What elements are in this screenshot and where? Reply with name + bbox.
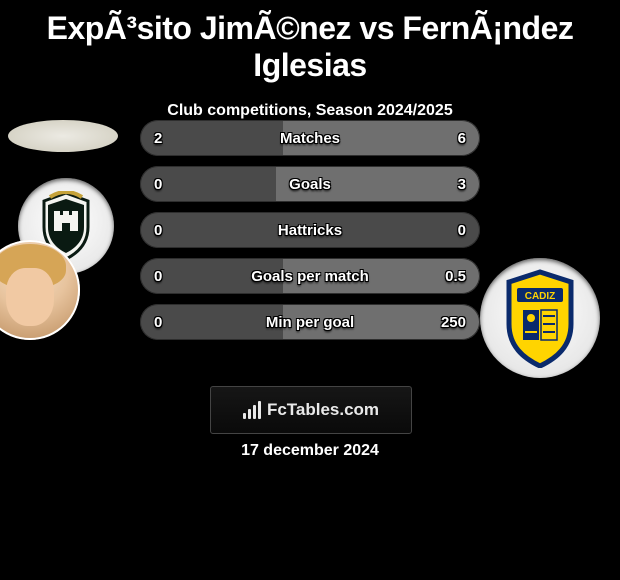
stat-label: Matches xyxy=(140,130,480,147)
branding-box: FcTables.com xyxy=(210,386,412,434)
stat-label: Goals per match xyxy=(140,268,480,285)
date-line: 17 december 2024 xyxy=(0,442,620,460)
player-face-shape xyxy=(6,268,54,326)
stat-label: Min per goal xyxy=(140,314,480,331)
branding-text: FcTables.com xyxy=(267,400,379,420)
subtitle: Club competitions, Season 2024/2025 xyxy=(0,102,620,120)
stat-right-value: 250 xyxy=(441,314,466,331)
svg-text:CADIZ: CADIZ xyxy=(525,291,556,302)
stat-row: 0Goals3 xyxy=(140,166,480,202)
stat-row: 2Matches6 xyxy=(140,120,480,156)
stat-row: 0Hattricks0 xyxy=(140,212,480,248)
stat-label: Hattricks xyxy=(140,222,480,239)
stat-right-value: 0.5 xyxy=(445,268,466,285)
right-club-badge: CADIZ xyxy=(480,258,600,378)
page-title: ExpÃ³sito JimÃ©nez vs FernÃ¡ndez Iglesia… xyxy=(0,0,620,84)
stat-right-value: 0 xyxy=(458,222,466,239)
stats-column: 2Matches60Goals30Hattricks00Goals per ma… xyxy=(140,120,480,350)
left-player-placeholder xyxy=(8,120,118,152)
stat-label: Goals xyxy=(140,176,480,193)
stat-right-value: 3 xyxy=(458,176,466,193)
stat-right-value: 6 xyxy=(458,130,466,147)
cadiz-badge-icon: CADIZ xyxy=(499,268,581,368)
bars-icon xyxy=(243,401,261,419)
stat-row: 0Goals per match0.5 xyxy=(140,258,480,294)
stat-row: 0Min per goal250 xyxy=(140,304,480,340)
